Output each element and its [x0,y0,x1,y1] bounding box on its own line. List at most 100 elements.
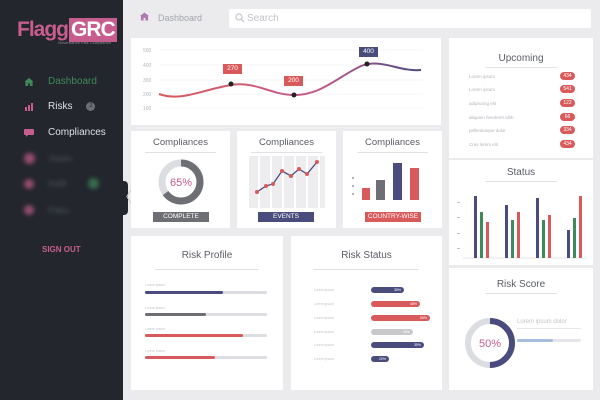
risks-count-badge: 2 [86,102,96,111]
upcoming-item[interactable]: pellentesque dolor 334 [469,126,575,135]
divider [485,67,557,68]
sidebar-item-audit[interactable]: Audit [24,178,100,189]
bar [511,220,514,258]
divider [145,152,216,153]
app-logo[interactable]: Flagg GRC [17,18,117,42]
bar [505,205,508,258]
sidebar-item-policy[interactable]: Policy [24,205,69,215]
search-icon [235,13,245,23]
sidebar-item-compliances[interactable]: Compliances [24,127,106,138]
data-label: 200 [284,76,303,86]
count-badge: 434 [560,72,575,80]
count-badge: 334 [560,126,575,134]
y-tick-label: 100 [143,106,152,112]
country-bar-chart [352,163,419,200]
sidebar-item-label: Dashboard [48,76,97,87]
risk-status-label: Lorem ipsum [313,343,334,347]
upcoming-item[interactable]: aliquam hendrerit nibh 66 [469,113,575,122]
events-line-chart [249,156,325,208]
data-point [255,190,259,194]
bar-fill [517,339,553,342]
upcoming-item[interactable]: Cras lorem elit 434 [469,140,575,149]
divider [155,269,259,270]
sidebar-item-issues[interactable]: Issues [24,153,72,164]
y-tick-label: 200 [143,92,152,98]
bar [542,220,545,258]
completion-donut: 65% [158,159,204,205]
risk-status-bar: 20% [371,356,389,362]
risk-profile-label: Lorem ipsum [145,349,166,353]
risk-status-card: Risk Status Lorem ipsum 35% Lorem ipsum … [291,236,442,390]
divider [485,293,557,294]
donut-center-value: 65% [170,177,192,189]
risk-profile-card: Risk Profile Lorem ipsum Lorem ipsum Lor… [131,236,283,390]
card-title: Compliances [259,137,314,148]
bar [480,212,483,258]
bar [393,163,402,200]
data-point [305,172,309,176]
risk-profile-bar [145,334,267,337]
trend-card: 500 400 300 200 100 270 200 400 [131,38,441,125]
sidebar-collapse-toggle[interactable]: 〈 [118,181,132,215]
divider [357,152,428,153]
risk-status-bar: 40% [371,329,413,335]
upcoming-item[interactable]: adipiscing elit 122 [469,99,575,108]
status-card: Status [449,160,593,265]
bar [567,230,570,258]
text-line [517,328,581,329]
risk-profile-label: Lorem ipsum [145,283,166,287]
risk-status-label: Lorem ipsum [313,330,334,334]
data-point [228,81,234,87]
risk-score-donut: 50% [465,318,515,368]
data-point [289,174,293,178]
data-point [264,184,268,188]
data-point [297,167,301,171]
divider [251,152,322,153]
sidebar: Flagg GRC Governance Risk Compliance Dash… [0,0,123,400]
card-tag: COMPLETE [153,212,209,222]
upcoming-item[interactable]: Lorem ipsum 434 [469,72,575,81]
donut-center-value: 50% [479,338,501,350]
sidebar-item-label: Audit [48,179,67,188]
y-tick-label: 400 [143,63,152,69]
audit-status-icon [88,178,100,189]
card-title: Upcoming [498,53,544,64]
home-icon[interactable] [140,12,149,21]
bar-fill [145,291,224,294]
bar-fill [145,334,243,337]
home-icon [24,77,34,86]
bar [474,196,477,258]
sidebar-item-dashboard[interactable]: Dashboard [24,76,97,87]
upcoming-item[interactable]: Lorem ipsum 541 [469,85,575,94]
risk-profile-bar [145,313,267,316]
compliance-events-card[interactable]: Compliances EVENTS [237,131,336,228]
card-tag: EVENTS [258,212,314,222]
count-badge: 122 [560,99,575,107]
bar [579,196,582,258]
risk-status-label: Lorem ipsum [313,302,334,306]
bar-fill [145,313,206,316]
risk-profile-label: Lorem ipsum [145,327,166,331]
card-title: Risk Status [341,250,392,261]
sign-out-link[interactable]: SIGN OUT [42,245,81,254]
risk-score-bar [517,339,581,342]
search-input[interactable] [247,11,577,26]
card-title: Risk Score [496,279,546,290]
card-tag: COUNTRY-WISE [365,212,421,222]
bar [573,218,576,258]
count-badge: 541 [560,85,575,93]
bar [362,188,370,200]
risk-status-label: Lorem ipsum [313,357,334,361]
risk-score-card: Risk Score 50% Lorem ipsum dolor [449,268,593,390]
breadcrumb[interactable]: Dashboard [158,13,203,23]
sidebar-item-label: Risks [48,101,73,112]
compliance-complete-card[interactable]: Compliances 65% COMPLETE [131,131,230,228]
bar-fill [145,356,215,359]
sidebar-item-label: Issues [49,154,73,163]
trend-line-chart: 500 400 300 200 100 [143,48,423,112]
risk-score-text: Lorem ipsum dolor [517,319,567,325]
data-label: 270 [223,64,242,74]
sidebar-item-risks[interactable]: Risks 2 [24,101,96,112]
compliance-country-card[interactable]: Compliances COUNTRY-WISE [343,131,442,228]
search-box[interactable] [229,9,591,28]
